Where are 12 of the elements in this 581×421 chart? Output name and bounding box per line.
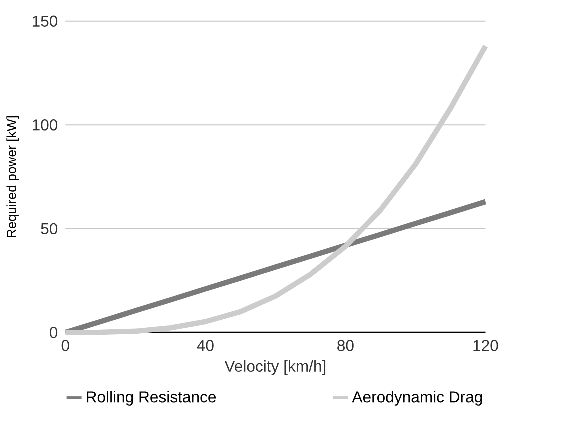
- x-tick-label: 120: [474, 340, 498, 352]
- legend-label: Aerodynamic Drag: [352, 391, 482, 406]
- y-tick-label: 0: [50, 327, 58, 338]
- legend-label: Rolling Resistance: [87, 391, 216, 406]
- x-tick-label: 0: [62, 340, 70, 352]
- x-tick-label: 80: [338, 340, 354, 352]
- x-axis-title: Velocity [km/h]: [224, 360, 326, 376]
- y-tick-label: 150: [32, 16, 58, 28]
- x-tick-label: 40: [197, 340, 214, 352]
- y-axis-title: Required power [kW]: [6, 116, 19, 238]
- y-tick-label: 50: [41, 223, 58, 235]
- y-tick-label: 100: [32, 120, 58, 131]
